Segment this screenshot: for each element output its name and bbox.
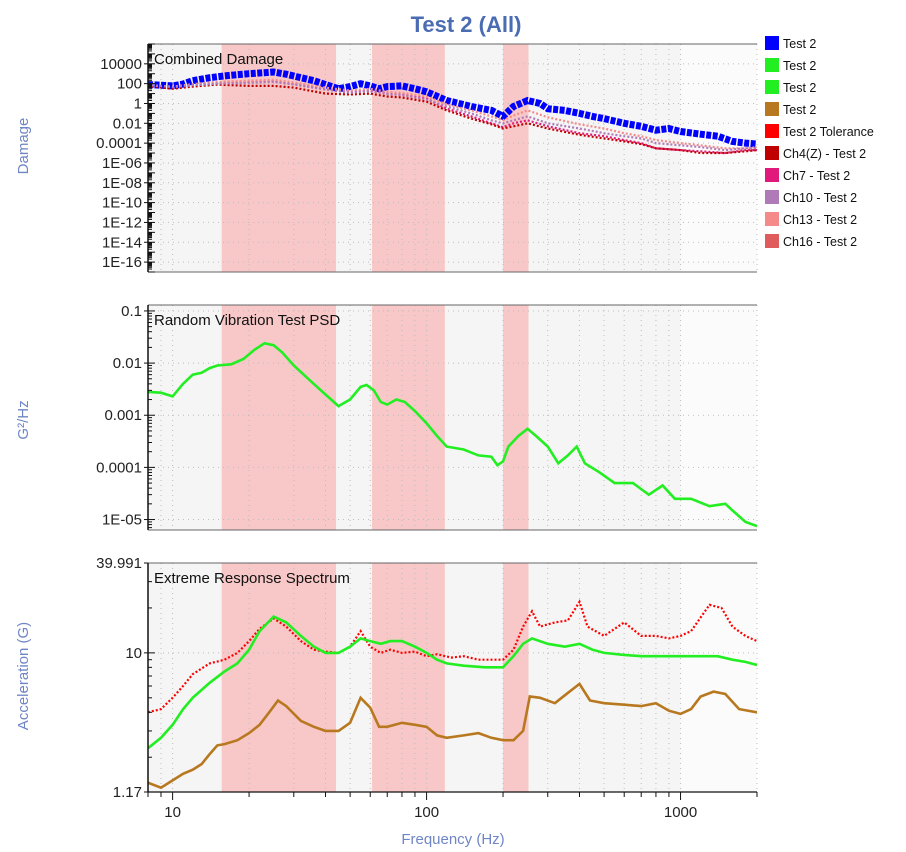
panel-title: Random Vibration Test PSD — [154, 312, 340, 329]
highlight-band-3 — [503, 305, 529, 530]
legend: Test 2 Test 2 Test 2 Test 2 Test 2 Tolerance… — [765, 36, 874, 249]
highlight-band-1 — [221, 563, 337, 792]
series-line-test-2 — [148, 681, 757, 790]
legend-label-ch16-test-2: Ch16 - Test 2 — [783, 235, 857, 249]
legend-label-test-2-tolerance: Test 2 Tolerance — [783, 125, 874, 139]
y-tick-label: 1E-05 — [102, 512, 142, 529]
legend-swatch-test-2-tolerance — [765, 124, 779, 138]
y-tick-label: 0.0001 — [96, 135, 142, 152]
plot-right-region — [680, 305, 757, 530]
legend-label-test-2: Test 2 — [783, 81, 816, 95]
y-tick-label: 1 — [134, 95, 142, 112]
series-line-test-2-tolerance — [148, 599, 757, 714]
highlight-band-3 — [503, 44, 529, 272]
x-tick-label: 100 — [414, 804, 439, 821]
legend-swatch-ch13-test-2 — [765, 212, 779, 226]
legend-swatch-test-2 — [765, 36, 779, 50]
y-minor-ticks — [148, 581, 155, 758]
chart-title: Test 2 (All) — [411, 12, 522, 37]
legend-swatch-test-2 — [765, 58, 779, 72]
series-line-test-2 — [148, 341, 757, 528]
x-tick-label: 10 — [164, 804, 181, 821]
legend-swatch-ch16-test-2 — [765, 234, 779, 248]
plot-right-region — [680, 563, 757, 792]
panel-title: Combined Damage — [154, 51, 283, 68]
highlight-band-3 — [503, 563, 529, 792]
y-tick-label: 1.17 — [113, 784, 142, 801]
panel-1: 10000 100 1 0.01 0.0001 1E-06 1E-08 1E-10 1E-12 1… — [15, 43, 758, 273]
panel-title: Extreme Response Spectrum — [154, 570, 350, 587]
legend-label-ch13-test-2: Ch13 - Test 2 — [783, 213, 857, 227]
series-line-ch4-z-test-2 — [148, 83, 757, 155]
y-tick-label: 39.991 — [96, 555, 142, 572]
legend-swatch-ch7-test-2 — [765, 168, 779, 182]
legend-swatch-test-2 — [765, 80, 779, 94]
legend-swatch-ch4-z-test-2 — [765, 146, 779, 160]
highlight-band-2 — [372, 563, 445, 792]
x-tick-label: 1000 — [664, 804, 697, 821]
highlight-band-1 — [221, 305, 337, 530]
x-axis-ticks — [147, 792, 758, 800]
y-tick-label: 1E-14 — [102, 234, 142, 251]
series-layer — [148, 341, 757, 528]
panels-layer: 10000 100 1 0.01 0.0001 1E-06 1E-08 1E-10 1E-12 1… — [15, 43, 758, 821]
legend-label-ch7-test-2: Ch7 - Test 2 — [783, 169, 850, 183]
y-tick-label: 0.01 — [113, 355, 142, 372]
legend-label-test-2: Test 2 — [783, 103, 816, 117]
y-axis-label: G²/Hz — [15, 400, 32, 439]
legend-label-ch10-test-2: Ch10 - Test 2 — [783, 191, 857, 205]
highlight-band-2 — [372, 44, 445, 272]
y-tick-label: 1E-10 — [102, 195, 142, 212]
y-tick-label: 1E-08 — [102, 175, 142, 192]
y-tick-label: 0.1 — [121, 303, 142, 320]
y-tick-label: 10000 — [100, 56, 142, 73]
series-line-ch10-test-2 — [148, 80, 757, 152]
y-tick-label: 0.01 — [113, 115, 142, 132]
y-minor-ticks — [148, 43, 155, 273]
x-axis-label: Frequency (Hz) — [401, 831, 504, 848]
legend-label-test-2: Test 2 — [783, 37, 816, 51]
y-tick-label: 1E-06 — [102, 155, 142, 172]
panel-3: 39.991 10 1.17 Extreme Response Spectrum Acc… — [15, 555, 758, 801]
y-tick-label: 1E-16 — [102, 254, 142, 271]
y-minor-ticks — [148, 310, 155, 529]
legend-swatch-ch10-test-2 — [765, 190, 779, 204]
series-layer — [148, 599, 757, 790]
highlight-band-2 — [372, 305, 445, 530]
highlight-band-1 — [221, 44, 337, 272]
legend-swatch-test-2 — [765, 102, 779, 116]
y-tick-label: 10 — [125, 645, 142, 662]
x-gridlines — [147, 563, 758, 792]
series-line-ch13-test-2 — [148, 78, 757, 150]
y-axis-label: Acceleration (G) — [15, 622, 32, 730]
y-tick-label: 100 — [117, 76, 142, 93]
y-tick-label: 1E-12 — [102, 214, 142, 231]
legend-label-test-2: Test 2 — [783, 59, 816, 73]
panel-2: 0.1 0.01 0.001 0.0001 1E-05 Random Vibration … — [15, 303, 758, 531]
series-layer — [148, 68, 757, 155]
series-line-test-2 — [148, 615, 757, 750]
plot-right-region — [680, 44, 757, 272]
y-tick-label: 0.001 — [104, 407, 142, 424]
y-axis-label: Damage — [15, 118, 32, 175]
legend-label-ch4-z-test-2: Ch4(Z) - Test 2 — [783, 147, 866, 161]
y-tick-label: 0.0001 — [96, 459, 142, 476]
